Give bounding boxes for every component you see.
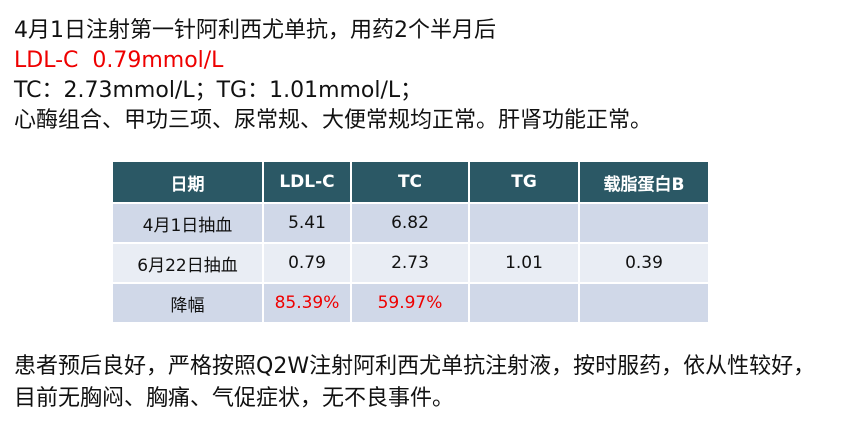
data-table: 日期 LDL-C TC TG 载脂蛋白B 4月1日抽血 5.41 6.82 6月22日抽血 0.… bbox=[111, 160, 710, 324]
table-cell: 6.82 bbox=[350, 202, 470, 244]
text-line: 4月1日注射第一针阿利西尤单抗，用药2个半月后 bbox=[14, 18, 496, 43]
table-cell bbox=[578, 202, 710, 244]
table-cell: 0.79 bbox=[262, 242, 352, 284]
header-row: 日期 LDL-C TC TG 载脂蛋白B bbox=[111, 160, 710, 204]
column-header: 日期 bbox=[111, 160, 264, 204]
text-line: 心酶组合、甲功三项、尿常规、大便常规均正常。肝肾功能正常。 bbox=[14, 108, 653, 133]
column-header: LDL-C bbox=[262, 160, 352, 204]
text-line: LDL-C 0.79mmol/L bbox=[14, 48, 224, 73]
column-header: 载脂蛋白B bbox=[578, 160, 710, 204]
table-cell: 1.01 bbox=[468, 242, 580, 284]
table-row: 降幅 85.39% 59.97% bbox=[111, 282, 710, 324]
table-cell: 4月1日抽血 bbox=[111, 202, 264, 244]
table-row: 6月22日抽血 0.79 2.73 1.01 0.39 bbox=[111, 242, 710, 284]
paragraph: 患者预后良好，严格按照Q2W注射阿利西尤单抗注射液，按时服药，依从性较好，目前无… bbox=[14, 354, 816, 411]
table-cell: 85.39% bbox=[262, 282, 352, 324]
table-cell bbox=[468, 282, 580, 324]
table-cell: 6月22日抽血 bbox=[111, 242, 264, 284]
table-cell: 0.39 bbox=[578, 242, 710, 284]
table-cell: 2.73 bbox=[350, 242, 470, 284]
table-cell bbox=[578, 282, 710, 324]
column-header: TC bbox=[350, 160, 470, 204]
table-cell: 降幅 bbox=[111, 282, 264, 324]
column-header: TG bbox=[468, 160, 580, 204]
table-cell bbox=[468, 202, 580, 244]
table-cell: 5.41 bbox=[262, 202, 352, 244]
text-line: TC：2.73mmol/L；TG：1.01mmol/L； bbox=[14, 78, 423, 103]
table-cell: 59.97% bbox=[350, 282, 470, 324]
table-row: 4月1日抽血 5.41 6.82 bbox=[111, 202, 710, 244]
